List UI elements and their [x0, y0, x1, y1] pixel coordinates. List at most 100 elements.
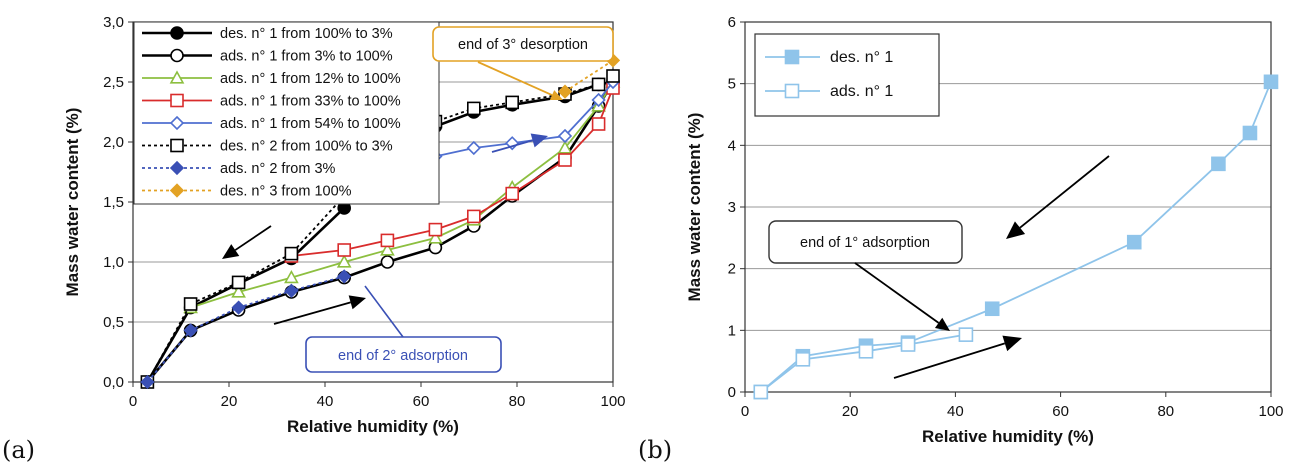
- data-point: [1126, 234, 1142, 250]
- legend-b: des. n° 1 ads. n° 1: [754, 33, 940, 117]
- arrow-shaft: [491, 139, 533, 153]
- legend-entry: des. n° 2 from 100% to 3%: [220, 139, 393, 155]
- data-point: [428, 222, 443, 237]
- panel-label-b: (b): [638, 436, 673, 464]
- legend-marker: [169, 70, 185, 84]
- arrow-head: [549, 90, 563, 101]
- series-1: [753, 327, 974, 400]
- arrow-head: [530, 133, 548, 148]
- y-tick-label: 5: [728, 76, 736, 93]
- series-7: [557, 53, 621, 99]
- arrow-adsorption-b: [893, 335, 1022, 379]
- data-point: [466, 209, 481, 224]
- arrow-shaft: [893, 342, 1006, 379]
- x-tick-label: 80: [509, 393, 526, 410]
- x-tick-label: 0: [741, 403, 749, 420]
- data-point: [1211, 156, 1226, 172]
- arrow-head: [222, 244, 240, 259]
- annotation-1st-adsorption: end of 1° adsorption: [800, 235, 930, 251]
- legend-entry: ads. n° 1 from 33% to 100%: [220, 94, 401, 110]
- data-point: [231, 300, 246, 315]
- legend-entry: des. n° 1 from 100% to 3%: [220, 26, 393, 42]
- y-tick-label: 0,5: [103, 314, 124, 331]
- data-point: [284, 246, 299, 261]
- data-point: [984, 301, 1000, 317]
- arrow-3rd-desorption: [477, 61, 563, 101]
- legend-marker: [170, 26, 184, 40]
- data-point: [557, 84, 573, 99]
- legend-marker: [784, 49, 800, 65]
- data-point: [591, 77, 606, 92]
- y-tick-label: 2: [728, 261, 736, 278]
- annotation-box-1st-adsorption: [768, 220, 963, 264]
- x-tick-label: 60: [1052, 403, 1069, 420]
- legend-box: [754, 33, 940, 117]
- y-tick-label: 0: [728, 384, 736, 401]
- data-point: [337, 269, 352, 284]
- arrow-head: [1006, 221, 1026, 239]
- series-line: [146, 81, 615, 383]
- annotation-box-2nd-adsorption: [305, 336, 502, 373]
- legend-entry: des. n° 1: [830, 49, 893, 66]
- legend-marker: [170, 93, 184, 108]
- arrow-1st-adsorption: [854, 262, 950, 331]
- y-tick-label: 1,0: [103, 254, 124, 271]
- x-tick-label: 40: [947, 403, 964, 420]
- legend-entry: ads. n° 1: [830, 83, 893, 100]
- arrow-desorption-b: [1006, 155, 1110, 239]
- data-point: [231, 275, 246, 290]
- annotation-3rd-desorption: end of 3° desorption: [458, 37, 588, 53]
- y-tick-label: 2,0: [103, 134, 124, 151]
- legend-marker: [169, 183, 185, 198]
- legend-marker: [784, 83, 800, 99]
- x-tick-label: 100: [600, 393, 625, 410]
- data-point: [1263, 74, 1279, 90]
- y-tick-label: 0,0: [103, 374, 124, 391]
- arrow-shaft: [854, 262, 940, 324]
- data-point: [557, 128, 573, 144]
- x-tick-label: 20: [842, 403, 859, 420]
- data-point: [183, 297, 198, 311]
- panel-label-a: (a): [2, 436, 36, 464]
- y-axis-label: Mass water content (%): [63, 108, 82, 297]
- legend-marker: [169, 160, 185, 176]
- x-tick-label: 80: [1157, 403, 1174, 420]
- arrow-adsorption-a: [273, 295, 366, 325]
- x-tick-label: 20: [221, 393, 238, 410]
- data-point: [140, 374, 155, 390]
- data-point: [284, 283, 299, 298]
- data-point: [591, 92, 606, 108]
- data-point: [183, 323, 198, 338]
- legend-marker: [169, 115, 185, 131]
- arrow-head: [934, 317, 950, 331]
- x-axis-label: Relative humidity (%): [922, 427, 1094, 446]
- legend-box: [133, 21, 440, 205]
- x-axis-label: Relative humidity (%): [287, 417, 459, 436]
- y-tick-label: 6: [728, 14, 736, 31]
- y-tick-label: 1: [728, 322, 736, 339]
- leader-2nd-adsorption: [364, 285, 404, 338]
- legend-marker: [170, 138, 184, 153]
- data-point: [231, 284, 246, 298]
- data-point: [284, 269, 299, 284]
- data-point: [606, 69, 620, 83]
- data-point: [753, 384, 769, 400]
- arrow-head: [348, 295, 366, 310]
- data-point: [505, 186, 520, 201]
- data-point: [336, 254, 352, 268]
- data-point: [466, 140, 481, 156]
- legend-a: des. n° 1 from 100% to 3% ads. n° 1 from …: [133, 21, 440, 205]
- data-point: [958, 327, 974, 342]
- arrow-adsorption-blue-a: [491, 133, 548, 153]
- legend-entry: ads. n° 1 from 12% to 100%: [220, 71, 401, 87]
- plot-area: [744, 21, 1272, 393]
- data-point: [505, 95, 520, 110]
- arrow-shaft: [234, 225, 272, 251]
- data-point: [428, 230, 443, 244]
- x-tick-label: 100: [1258, 403, 1283, 420]
- series-line: [146, 75, 614, 383]
- legend-entry: ads. n° 2 from 3%: [220, 161, 336, 177]
- annotation-box-3rd-desorption: [432, 26, 614, 62]
